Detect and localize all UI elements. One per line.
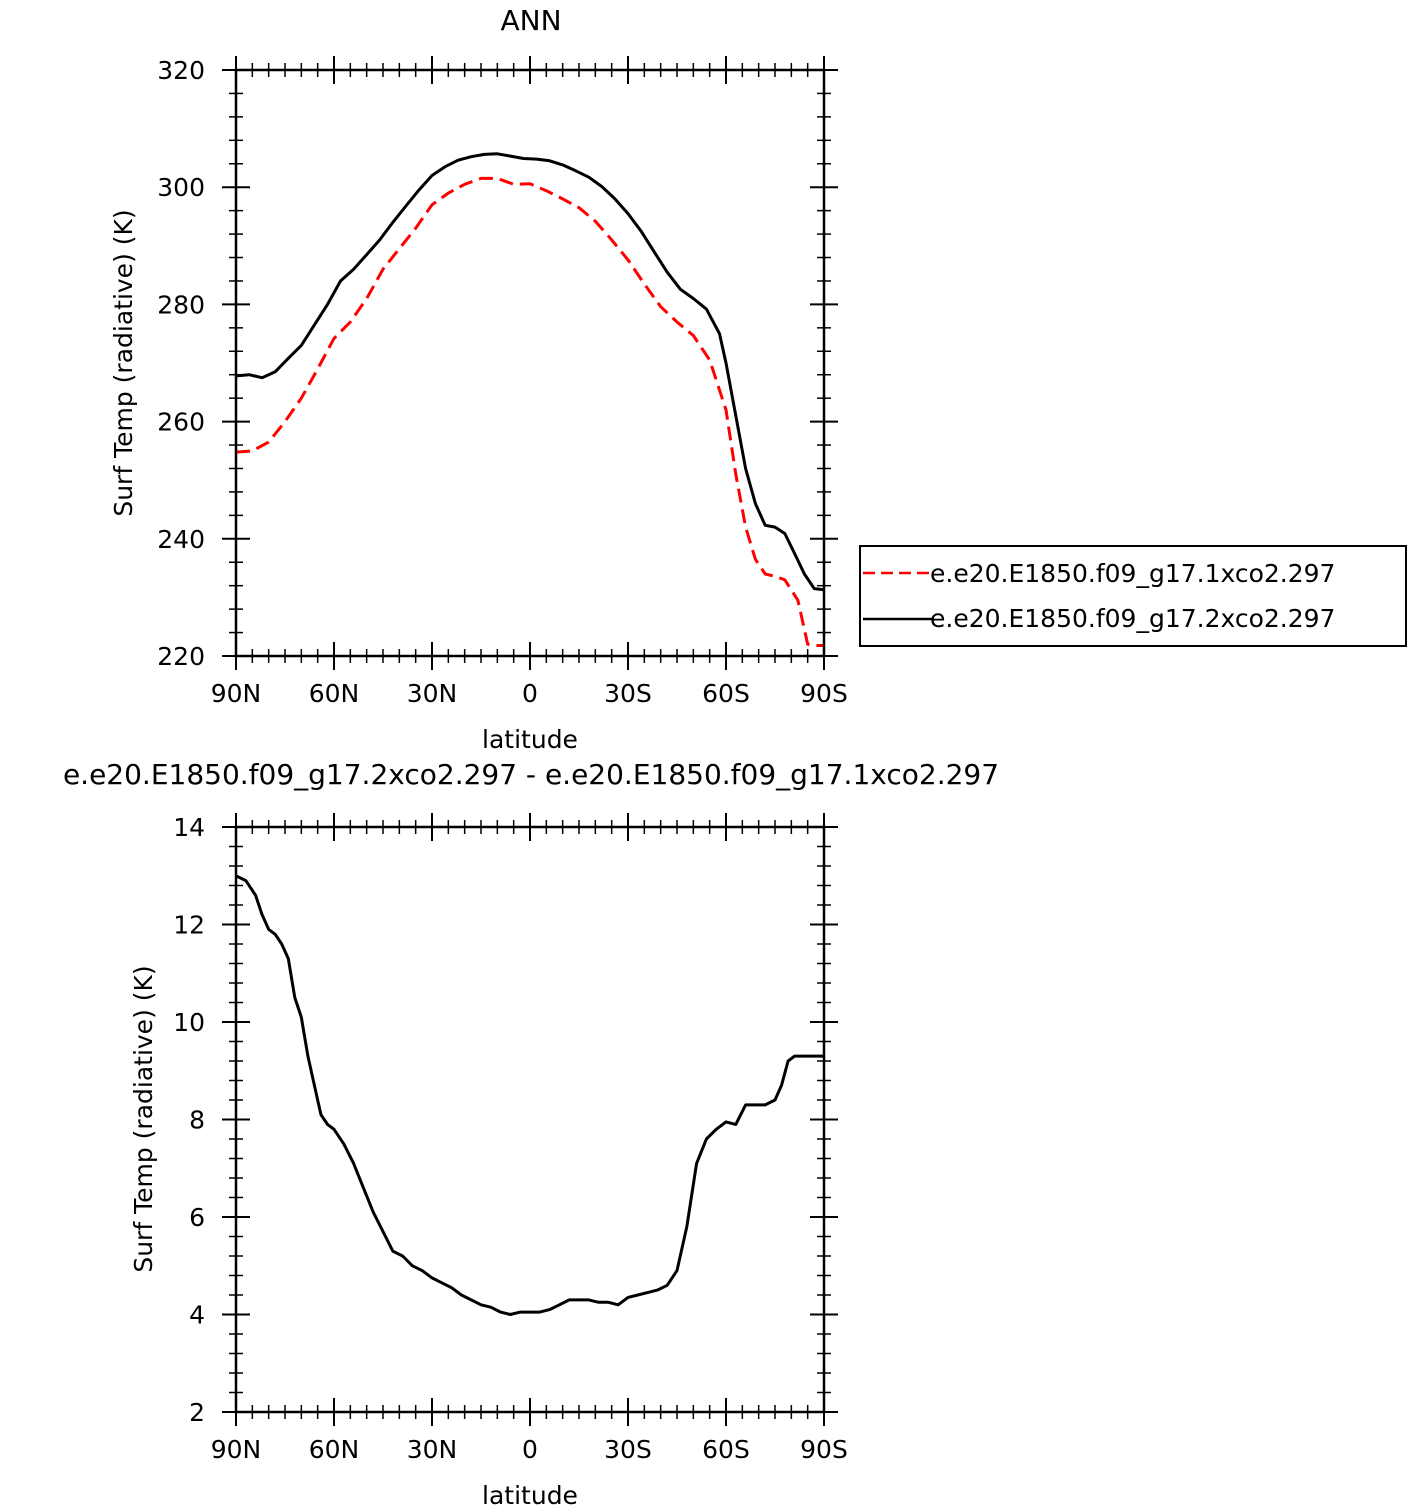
y-tick-label: 4 bbox=[189, 1301, 205, 1330]
bottom-panel-title: e.e20.E1850.f09_g17.2xco2.297 - e.e20.E1… bbox=[63, 758, 999, 791]
x-tick-label: 30N bbox=[407, 679, 458, 708]
series-line-0 bbox=[235, 176, 824, 647]
x-tick-label: 60N bbox=[309, 679, 360, 708]
top-panel-ylabel: Surf Temp (radiative) (K) bbox=[109, 209, 138, 516]
y-tick-label: 220 bbox=[157, 642, 205, 671]
y-tick-label: 10 bbox=[173, 1008, 205, 1037]
x-tick-label: 30S bbox=[604, 679, 652, 708]
y-tick-label: 280 bbox=[157, 290, 205, 319]
x-tick-label: 90N bbox=[211, 679, 262, 708]
bottom-panel-xlabel: latitude bbox=[482, 1481, 578, 1510]
x-tick-label: 90S bbox=[800, 1435, 848, 1464]
x-tick-label: 60S bbox=[702, 679, 750, 708]
x-tick-label: 60S bbox=[702, 1435, 750, 1464]
y-tick-label: 12 bbox=[173, 911, 205, 940]
top-panel-series bbox=[235, 152, 825, 647]
y-tick-label: 14 bbox=[173, 813, 205, 842]
legend-label-1xco2: e.e20.E1850.f09_g17.1xco2.297 bbox=[930, 559, 1335, 588]
bottom-panel: e.e20.E1850.f09_g17.2xco2.297 - e.e20.E1… bbox=[63, 758, 999, 1510]
top-panel: ANN latitude Surf Temp (radiative) (K) 9… bbox=[109, 4, 848, 754]
y-tick-label: 320 bbox=[157, 56, 205, 85]
x-tick-label: 90N bbox=[211, 1435, 262, 1464]
x-tick-label: 30S bbox=[604, 1435, 652, 1464]
bottom-panel-ticks: 90N 60N 30N 0 30S 60S 90S 2 4 6 8 10 12 14 bbox=[173, 813, 848, 1464]
top-panel-title: ANN bbox=[500, 4, 561, 37]
bottom-panel-frame bbox=[234, 825, 826, 1414]
top-panel-frame bbox=[234, 68, 826, 658]
y-tick-label: 300 bbox=[157, 173, 205, 202]
bottom-panel-ylabel: Surf Temp (radiative) (K) bbox=[129, 965, 158, 1272]
y-tick-label: 260 bbox=[157, 408, 205, 437]
x-tick-label: 90S bbox=[800, 679, 848, 708]
y-tick-label: 6 bbox=[189, 1203, 205, 1232]
legend-label-2xco2: e.e20.E1850.f09_g17.2xco2.297 bbox=[930, 604, 1335, 633]
x-tick-label: 0 bbox=[522, 679, 538, 708]
legend-box bbox=[859, 545, 1407, 647]
series-line-0 bbox=[235, 874, 824, 1316]
x-tick-label: 60N bbox=[309, 1435, 360, 1464]
x-tick-label: 0 bbox=[522, 1435, 538, 1464]
series-line-1 bbox=[235, 152, 825, 592]
bottom-panel-series bbox=[235, 874, 824, 1316]
y-tick-label: 8 bbox=[189, 1106, 205, 1135]
y-tick-label: 2 bbox=[189, 1398, 205, 1427]
y-tick-label: 240 bbox=[157, 525, 205, 554]
legend: e.e20.E1850.f09_g17.1xco2.297 e.e20.E185… bbox=[859, 545, 1407, 647]
x-tick-label: 30N bbox=[407, 1435, 458, 1464]
top-panel-xlabel: latitude bbox=[482, 725, 578, 754]
